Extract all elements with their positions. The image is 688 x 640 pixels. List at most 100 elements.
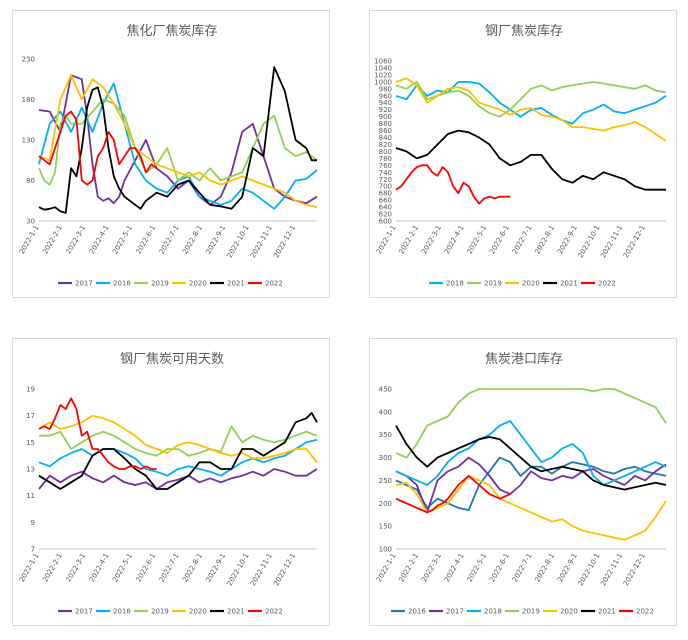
chart-panel-3: 钢厂焦炭可用天数 7 9 11 13 15 17 19 2022-1-1 2022-2-1 2022… [12,338,330,626]
y-tick-label: 17 [26,412,35,420]
series-line-2017 [395,456,667,514]
x-tick-label: 2022-7-1 [511,552,534,584]
x-tick-label: 2022-2-1 [41,224,64,256]
series-line-2021 [38,412,318,490]
chart-panel-1: 焦化厂焦炭库存 30 80 130 180 230 2022-1-1 2022-2-1 2022… [12,10,330,298]
series-line-2019 [395,81,667,118]
y-tick-label: 230 [22,56,35,64]
legend-label-2018: 2018 [484,608,502,616]
y-tick-label: 450 [379,386,392,394]
y-tick-label: 980 [379,85,392,93]
y-tick-label: 200 [379,500,392,508]
x-tick-label: 2022-7-1 [158,224,181,256]
x-tick-label: 2022-10-1 [577,224,602,259]
y-tick-label: 840 [379,134,392,142]
y-tick-label: 1040 [374,64,392,72]
legend-label-2021: 2021 [227,280,245,288]
y-tick-label: 300 [379,454,392,462]
y-tick-label: 860 [379,127,392,135]
x-tick-label: 2022-1-1 [375,224,398,256]
legend-label-2020: 2020 [189,280,207,288]
series-line-2018 [38,438,318,477]
y-tick-label: 620 [379,211,392,219]
x-tick-label: 2022-11-1 [249,552,274,587]
y-tick-label: 820 [379,141,392,149]
legend-label-2019: 2019 [522,608,540,616]
x-tick-label: 2022-2-1 [398,224,421,256]
series-line-2020 [395,474,667,541]
y-tick-label: 660 [379,197,392,205]
x-tick-label: 2022-9-1 [205,224,228,256]
y-tick-label: 7 [31,546,35,554]
series-line-2020 [38,74,318,209]
x-tick-label: 2022-1-1 [375,552,398,584]
x-tick-label: 2022-9-1 [556,224,579,256]
y-tick-label: 700 [379,183,392,191]
y-tick-label: 1060 [374,58,392,66]
legend-label-2022: 2022 [265,280,283,288]
y-tick-label: 780 [379,155,392,163]
legend-label-2018: 2018 [446,280,464,288]
x-tick-label: 2022-1-1 [18,552,41,584]
legend-label-2021: 2021 [598,608,616,616]
y-tick-label: 9 [31,519,35,527]
legend-label-2017: 2017 [446,608,464,616]
y-tick-label: 960 [379,92,392,100]
y-tick-label: 740 [379,169,392,177]
legend-label-2019: 2019 [151,608,169,616]
y-tick-label: 1000 [374,78,392,86]
series-line-2021 [38,66,317,214]
series-line-2018 [395,81,667,125]
x-tick-label: 2022-6-1 [135,552,158,584]
legend-label-2017: 2017 [75,280,93,288]
chart-panel-2: 钢厂焦炭库存 600 620 640 660 680 700 720 740 760 780 800 8… [369,10,677,298]
legend-label-2022: 2022 [265,608,283,616]
y-tick-label: 640 [379,204,392,212]
x-tick-label: 2022-4-1 [88,552,111,584]
y-tick-label: 400 [379,408,392,416]
series-line-2019 [39,425,318,457]
series-line-2020 [38,414,318,463]
x-tick-label: 2022-7-1 [511,224,534,256]
x-tick-label: 2022-6-1 [488,552,511,584]
y-tick-label: 1020 [374,71,392,79]
legend-label-2022: 2022 [636,608,654,616]
legend-label-2016: 2016 [408,608,426,616]
x-tick-label: 2022-1-1 [18,224,41,256]
legend-label-2020: 2020 [560,608,578,616]
series-line-2017 [38,468,318,490]
x-tick-label: 2022-7-1 [158,552,181,584]
x-tick-label: 2022-12-1 [272,224,297,259]
series-line-2021 [395,425,667,491]
y-tick-label: 30 [26,218,35,226]
y-tick-label: 350 [379,431,392,439]
x-tick-label: 2022-5-1 [111,224,134,256]
x-tick-label: 2022-9-1 [205,552,228,584]
x-tick-label: 2022-6-1 [135,224,158,256]
legend-label-2017: 2017 [75,608,93,616]
y-tick-label: 720 [379,176,392,184]
x-tick-label: 2022-5-1 [466,224,489,256]
series-line-2022 [38,110,158,186]
y-tick-label: 19 [26,386,35,394]
series-line-2018 [395,420,667,486]
x-tick-label: 2022-12-1 [622,552,647,587]
y-tick-label: 11 [26,492,35,500]
y-tick-label: 760 [379,162,392,170]
x-tick-label: 2022-10-1 [577,552,602,587]
x-tick-label: 2022-11-1 [599,224,624,259]
legend-label-2019: 2019 [151,280,169,288]
x-tick-label: 2022-11-1 [249,224,274,259]
y-tick-label: 15 [26,439,35,447]
x-tick-label: 2022-12-1 [272,552,297,587]
x-tick-label: 2022-4-1 [443,224,466,256]
y-tick-label: 880 [379,120,392,128]
x-tick-label: 2022-8-1 [181,552,204,584]
x-tick-label: 2022-3-1 [65,224,88,256]
x-tick-label: 2022-2-1 [398,552,421,584]
chart-panel-4: 焦炭港口库存 100 150 200 250 300 350 400 450 2022-1-1 20… [369,338,677,626]
y-tick-label: 100 [379,546,392,554]
y-tick-label: 800 [379,148,392,156]
